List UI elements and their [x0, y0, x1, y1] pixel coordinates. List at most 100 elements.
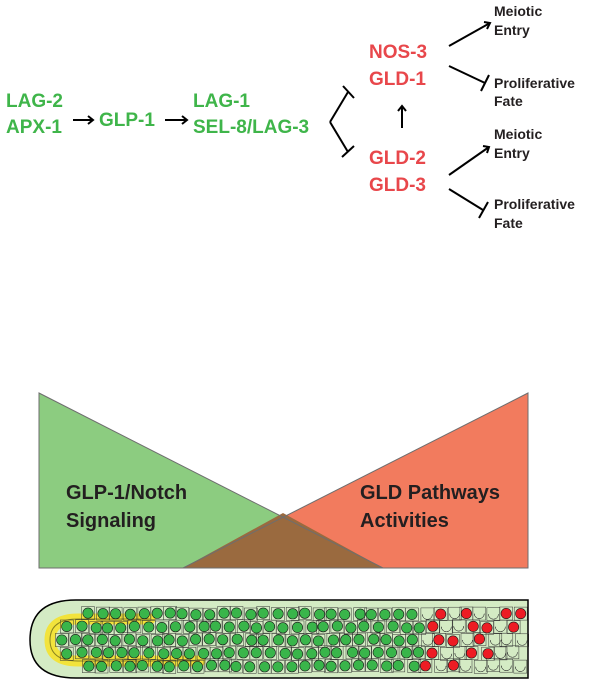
mitotic-nucleus — [406, 634, 418, 646]
cell-membrane — [271, 633, 286, 647]
mitotic-nucleus — [346, 646, 358, 658]
mitotic-nucleus — [110, 660, 122, 672]
cell-membrane — [108, 606, 123, 621]
mitotic-nucleus — [257, 634, 269, 646]
cell-membrane — [405, 632, 420, 647]
mitotic-nucleus — [366, 659, 378, 671]
mitotic-nucleus — [171, 647, 183, 659]
mitotic-nucleus — [325, 660, 337, 672]
cell-membrane — [230, 632, 244, 646]
meiotic-nucleus — [482, 648, 494, 660]
cell-membrane — [505, 645, 520, 660]
bottom-meiotic-label-2: Entry — [494, 145, 530, 161]
top-prolif-label-2: Fate — [494, 93, 523, 109]
cell-membrane — [285, 607, 300, 621]
mitotic-nucleus — [331, 647, 343, 659]
cell-membrane — [123, 607, 138, 622]
cell-membrane — [115, 645, 129, 660]
mitotic-nucleus — [56, 634, 68, 646]
crescent-nucleus — [422, 614, 433, 620]
cell-membrane — [513, 606, 528, 621]
mitotic-nucleus — [192, 661, 204, 673]
mitotic-nucleus — [352, 659, 364, 671]
signaling-pathway: LAG-2 APX-1 GLP-1 LAG-1 SEL-8/LAG-3 NOS-… — [6, 3, 575, 231]
cell-membrane — [412, 621, 427, 635]
gonad-schematic — [29, 599, 529, 679]
crescent-nucleus — [507, 652, 518, 658]
cell-membrane — [472, 632, 487, 646]
cell-membrane — [399, 621, 414, 635]
lag-1-label: LAG-1 — [193, 91, 250, 112]
cell-membrane — [378, 607, 392, 622]
mitotic-nucleus — [339, 608, 351, 620]
mitotic-nucleus — [103, 647, 115, 659]
inhibit-bottom-line — [329, 121, 349, 153]
cell-membrane — [182, 646, 197, 661]
lag-2-label: LAG-2 — [6, 91, 63, 112]
cell-membrane — [81, 606, 95, 620]
bottom-meiotic-label-1: Meiotic — [494, 126, 542, 142]
mitotic-nucleus — [354, 608, 366, 620]
bottom-prolif-inhibit-bar — [478, 201, 489, 219]
cell-membrane — [451, 619, 466, 633]
gld-2-label: GLD-2 — [369, 148, 426, 169]
cell-membrane — [371, 645, 385, 660]
mitotic-nucleus — [136, 659, 148, 671]
mitotic-nucleus — [372, 646, 384, 658]
cell-membrane — [175, 634, 190, 648]
mitotic-nucleus — [413, 622, 425, 634]
cell-membrane — [271, 607, 285, 621]
mitotic-nucleus — [264, 647, 276, 659]
cell-membrane — [364, 607, 378, 622]
mitotic-nucleus — [244, 661, 256, 673]
mitotic-nucleus — [151, 660, 163, 672]
mitotic-nucleus — [198, 647, 210, 659]
top-meiotic-label-2: Entry — [494, 22, 530, 38]
cell-membrane — [515, 633, 529, 648]
mitotic-nucleus — [223, 621, 235, 633]
mitotic-nucleus — [151, 607, 163, 619]
cell-membrane — [351, 658, 366, 672]
mitotic-nucleus — [327, 634, 339, 646]
top-meiotic-arrow — [448, 22, 491, 47]
cell-membrane — [330, 619, 345, 633]
mitotic-nucleus — [259, 661, 271, 673]
cell-membrane — [127, 646, 141, 660]
cell-membrane — [499, 632, 514, 647]
mitotic-nucleus — [163, 661, 175, 673]
cell-membrane — [217, 606, 231, 620]
mitotic-nucleus — [287, 608, 299, 620]
mitotic-nucleus — [408, 660, 420, 672]
mitotic-nucleus — [183, 648, 195, 660]
mitotic-nucleus — [176, 608, 188, 620]
mitotic-nucleus — [291, 621, 303, 633]
cell-membrane — [94, 659, 109, 674]
cell-membrane — [472, 606, 487, 621]
opposing-gradients: GLP-1/Notch Signaling GLD Pathways Activ… — [38, 392, 529, 569]
ligand-to-glp1-arrowhead — [87, 115, 95, 125]
mitotic-nucleus — [109, 635, 121, 647]
cell-membrane — [290, 620, 305, 635]
mitotic-nucleus — [345, 622, 357, 634]
crescent-nucleus — [515, 666, 526, 672]
cell-membrane — [446, 634, 460, 648]
gld2-to-gld1-arrowhead — [397, 104, 407, 112]
glp-1-label: GLP-1 — [99, 110, 155, 131]
mitotic-nucleus — [128, 647, 140, 659]
bottom-meiotic-arrow — [448, 146, 490, 176]
cell-membrane — [202, 607, 217, 622]
cell-membrane — [316, 619, 330, 634]
cell-membrane — [365, 658, 379, 672]
mitotic-nucleus — [406, 608, 418, 620]
mitotic-nucleus — [317, 621, 329, 633]
mitotic-nucleus — [365, 608, 377, 620]
cell-membrane — [229, 659, 243, 674]
cell-membrane — [506, 620, 521, 634]
glp1-notch-label-1: GLP-1/Notch — [66, 482, 187, 504]
mitotic-nucleus — [245, 608, 257, 620]
mitotic-nucleus — [211, 648, 223, 660]
cell-membrane — [122, 632, 137, 646]
mitotic-nucleus — [306, 648, 318, 660]
meiotic-nucleus — [447, 635, 459, 647]
mitotic-nucleus — [299, 634, 311, 646]
